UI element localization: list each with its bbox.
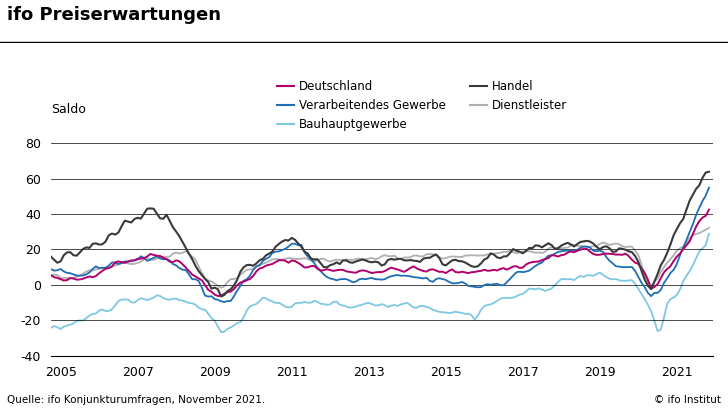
Text: Saldo: Saldo (51, 103, 86, 115)
Text: © ifo Institut: © ifo Institut (654, 395, 721, 405)
Text: ifo Preiserwartungen: ifo Preiserwartungen (7, 6, 221, 24)
Text: Quelle: ifo Konjunkturumfragen, November 2021.: Quelle: ifo Konjunkturumfragen, November… (7, 395, 266, 405)
Legend: Deutschland, Verarbeitendes Gewerbe, Bauhauptgewerbe, Handel, Dienstleister: Deutschland, Verarbeitendes Gewerbe, Bau… (277, 80, 567, 131)
